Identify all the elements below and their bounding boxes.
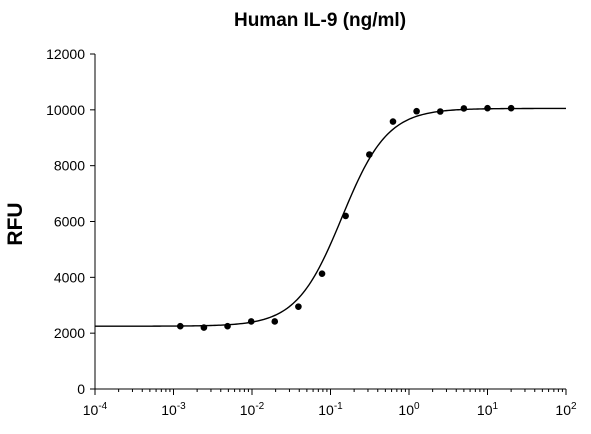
- x-tick-label: 10-2: [240, 401, 265, 418]
- y-tick-label: 2000: [54, 325, 85, 341]
- data-point: [318, 270, 326, 278]
- data-point: [224, 322, 231, 330]
- data-point: [271, 318, 279, 325]
- data-point: [342, 212, 349, 220]
- data-points: [176, 104, 515, 331]
- y-tick-label: 8000: [54, 158, 85, 174]
- y-tick-label: 0: [77, 381, 85, 397]
- data-point: [436, 108, 444, 115]
- y-axis-ticks: 0 2000 4000 6000 8000 10000 12000: [46, 46, 95, 397]
- y-tick-label: 6000: [54, 214, 85, 230]
- data-point: [507, 104, 515, 112]
- y-tick-label: 12000: [46, 46, 85, 62]
- x-axis-ticks: 10-4 10-3 10-2 10-1 100 101 102: [83, 389, 577, 418]
- y-tick-label: 10000: [46, 102, 85, 118]
- chart-title: Human IL-9 (ng/ml): [234, 10, 406, 31]
- data-point: [200, 324, 208, 331]
- x-tick-label: 10-1: [318, 401, 343, 418]
- x-tick-label: 10-3: [161, 401, 186, 418]
- x-tick-label: 102: [555, 401, 577, 418]
- x-tick-label: 10-4: [83, 401, 108, 418]
- data-point: [389, 118, 397, 125]
- x-tick-label: 100: [398, 401, 420, 418]
- y-tick-label: 4000: [54, 269, 85, 285]
- x-tick-label: 101: [477, 401, 499, 418]
- data-point: [247, 318, 255, 325]
- fit-curve: [95, 107, 566, 327]
- data-point: [176, 322, 184, 330]
- data-point: [295, 303, 302, 310]
- data-point: [413, 107, 420, 115]
- y-axis-label: RFU: [4, 202, 27, 245]
- data-point: [460, 105, 468, 112]
- data-point: [484, 104, 491, 112]
- data-point: [366, 151, 373, 158]
